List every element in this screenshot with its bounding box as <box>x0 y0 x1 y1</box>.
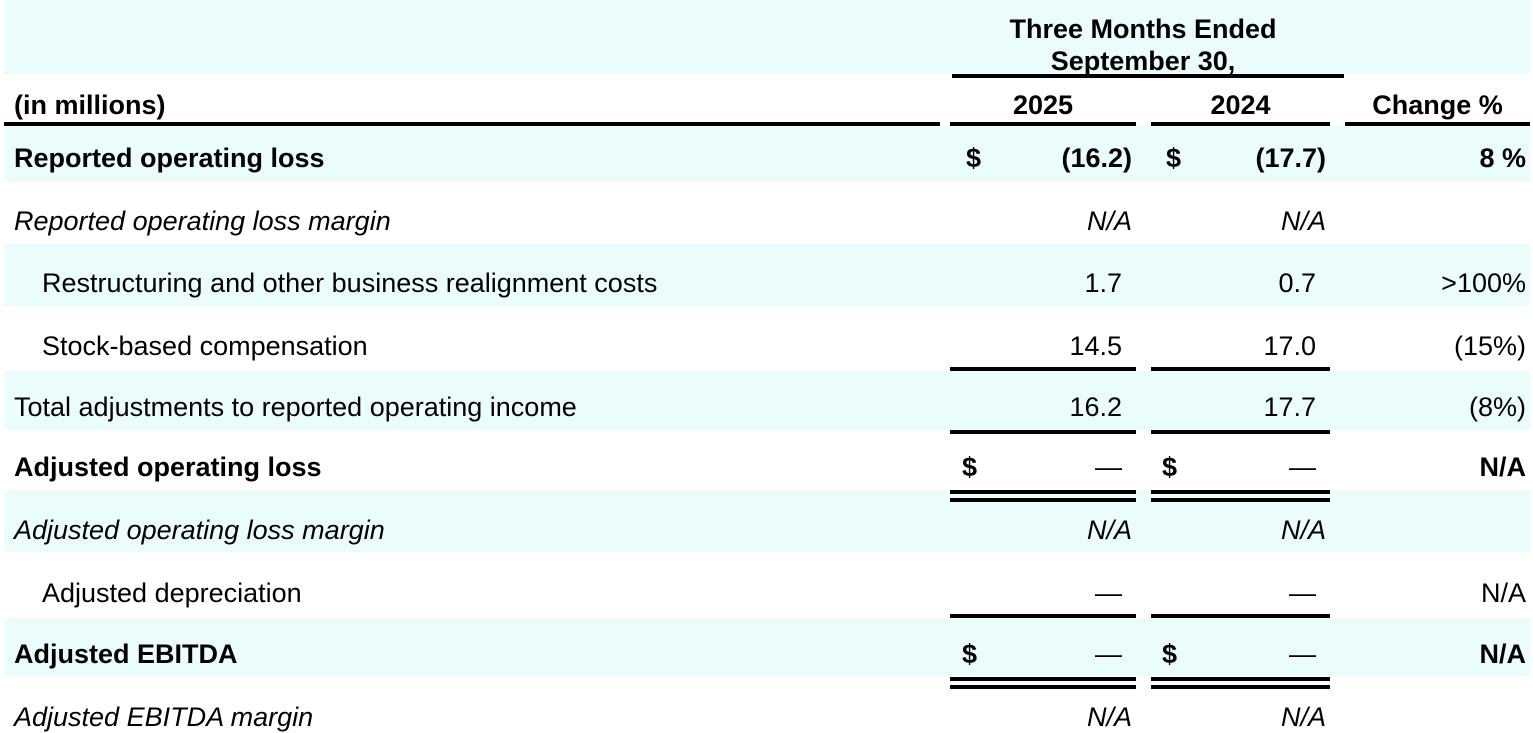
row-label: Adjusted EBITDA margin <box>14 702 314 732</box>
column-header-change: Change % <box>1372 90 1503 120</box>
row-label: Reported operating loss <box>14 143 325 173</box>
value-2024: 17.0 <box>1263 331 1316 361</box>
ebitda-double-rule-bottom-2025 <box>950 685 1136 689</box>
change-value: 8 % <box>1479 143 1526 173</box>
value-2025: (16.2) <box>1061 143 1132 173</box>
value-2025: — <box>1095 578 1122 608</box>
header-band <box>4 0 1530 74</box>
value-2025: N/A <box>1086 702 1132 732</box>
column-header-2025: 2025 <box>1012 90 1074 120</box>
double-rule-bottom-2024 <box>1151 498 1330 502</box>
currency-symbol: $ <box>962 639 978 669</box>
header-rule-2025 <box>950 122 1136 126</box>
total-rule-2025 <box>950 430 1136 434</box>
unit-label: (in millions) <box>14 90 166 120</box>
double-rule-top-2024 <box>1151 490 1330 494</box>
row-label: Adjusted depreciation <box>42 578 302 608</box>
value-2025: 1.7 <box>1084 268 1122 298</box>
row-label: Restructuring and other business realign… <box>42 268 658 298</box>
ebitda-double-rule-top-2024 <box>1151 677 1330 681</box>
value-2025: — <box>1095 639 1122 669</box>
period-header-line1: Three Months Ended <box>1009 14 1277 44</box>
change-value: N/A <box>1480 578 1526 608</box>
total-rule-2024 <box>1151 430 1330 434</box>
row-label: Reported operating loss margin <box>14 206 391 236</box>
table-row-total-adjustments <box>4 371 1530 430</box>
value-2024: N/A <box>1280 702 1326 732</box>
period-header-rule <box>952 74 1344 78</box>
subtotal-rule-2025 <box>950 367 1136 371</box>
column-header-2024: 2024 <box>1210 90 1271 120</box>
value-2024: 0.7 <box>1278 268 1316 298</box>
ebitda-double-rule-bottom-2024 <box>1151 685 1330 689</box>
double-rule-bottom-2025 <box>950 498 1136 502</box>
currency-symbol: $ <box>1162 452 1178 482</box>
value-2024: N/A <box>1280 515 1326 545</box>
value-2024: — <box>1289 452 1316 482</box>
value-2024: 17.7 <box>1263 392 1316 422</box>
value-2025: 16.2 <box>1069 392 1122 422</box>
value-2024: — <box>1289 639 1316 669</box>
header-rule-label <box>4 122 940 126</box>
row-label: Adjusted EBITDA <box>14 639 238 669</box>
change-value: (15%) <box>1453 331 1526 361</box>
value-2024: — <box>1289 578 1316 608</box>
ebitda-rule-2025 <box>950 614 1136 618</box>
row-label: Adjusted operating loss <box>14 452 322 482</box>
ebitda-double-rule-top-2025 <box>950 677 1136 681</box>
value-2025: — <box>1095 452 1122 482</box>
double-rule-top-2025 <box>950 490 1136 494</box>
table-row-adjusted-ebitda <box>4 618 1530 676</box>
value-2025: N/A <box>1086 515 1132 545</box>
change-value: >100% <box>1441 268 1526 298</box>
currency-symbol: $ <box>966 143 982 173</box>
value-2024: N/A <box>1280 206 1326 236</box>
row-label: Total adjustments to reported operating … <box>14 392 577 422</box>
header-rule-change <box>1345 122 1530 126</box>
currency-symbol: $ <box>1162 639 1178 669</box>
change-value: N/A <box>1479 639 1527 669</box>
row-label: Stock-based compensation <box>42 331 368 361</box>
table-row-restructuring <box>4 244 1530 306</box>
value-2024: (17.7) <box>1255 143 1326 173</box>
subtotal-rule-2024 <box>1151 367 1330 371</box>
table-row-reported-operating-loss <box>4 126 1530 182</box>
value-2025: N/A <box>1086 206 1132 236</box>
change-value: N/A <box>1479 452 1527 482</box>
period-header-line2: September 30, <box>1050 46 1236 76</box>
ebitda-rule-2024 <box>1151 614 1330 618</box>
header-rule-2024 <box>1151 122 1330 126</box>
currency-symbol: $ <box>1166 143 1182 173</box>
change-value: (8%) <box>1468 392 1526 422</box>
value-2025: 14.5 <box>1069 331 1122 361</box>
row-label: Adjusted operating loss margin <box>14 515 385 545</box>
currency-symbol: $ <box>962 452 978 482</box>
